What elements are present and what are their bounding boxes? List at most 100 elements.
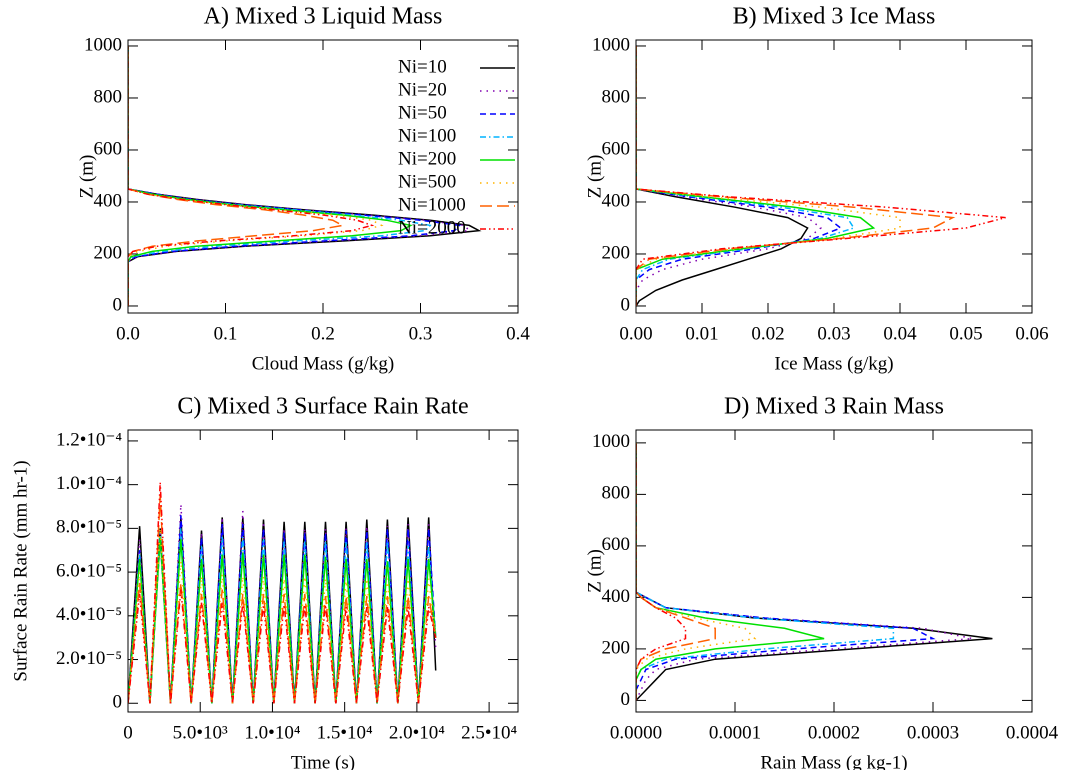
y-tick-label: 0 — [113, 692, 123, 713]
chart-title: D) Mixed 3 Rain Mass — [724, 394, 944, 420]
series-line — [128, 537, 437, 704]
legend-label: Ni=50 — [398, 102, 447, 123]
x-tick-label: 0 — [123, 722, 133, 743]
y-tick-label: 800 — [94, 86, 123, 107]
chart-title: B) Mixed 3 Ice Mass — [733, 4, 936, 30]
plot-frame — [127, 429, 519, 713]
series-line — [636, 442, 687, 701]
series-line — [636, 46, 843, 306]
series-line — [636, 442, 973, 701]
legend-label: Ni=10 — [398, 56, 447, 77]
y-tick-label: 1000 — [592, 34, 630, 55]
series-line — [636, 442, 825, 701]
series-line — [636, 46, 1006, 306]
y-tick-label: 1.2•10⁻⁴ — [56, 429, 122, 450]
x-tick-label: 0.0002 — [808, 722, 860, 743]
y-tick-label: 8.0•10⁻⁵ — [56, 517, 122, 538]
series-line — [128, 482, 437, 704]
series-line — [128, 528, 437, 704]
series-line — [636, 442, 936, 701]
y-axis-label: Z (m) — [584, 549, 605, 593]
y-axis-label: Surface Rain Rate (mm hr-1) — [10, 460, 31, 681]
series-line — [128, 46, 345, 306]
y-tick-label: 800 — [602, 483, 631, 504]
plot-frame — [127, 39, 519, 314]
chart-title: A) Mixed 3 Liquid Mass — [204, 4, 443, 30]
series-line — [636, 46, 855, 306]
y-tick-label: 600 — [602, 534, 631, 555]
x-tick-label: 0.02 — [751, 323, 784, 344]
y-tick-label: 800 — [602, 86, 631, 107]
y-tick-label: 600 — [602, 138, 631, 159]
y-tick-label: 400 — [94, 190, 123, 211]
series-line — [128, 46, 432, 306]
series-line — [128, 528, 437, 704]
y-tick-label: 1.0•10⁻⁴ — [56, 473, 122, 494]
x-tick-label: 0.0004 — [1006, 722, 1059, 743]
y-axis-label: Z (m) — [584, 155, 605, 199]
plot-frame — [635, 39, 1033, 314]
x-tick-label: 0.0 — [116, 323, 140, 344]
x-tick-label: 5.0•10³ — [173, 722, 228, 743]
y-tick-label: 6.0•10⁻⁵ — [56, 560, 122, 581]
x-tick-label: 0.06 — [1015, 323, 1048, 344]
y-tick-label: 400 — [602, 586, 631, 607]
y-tick-label: 1000 — [84, 34, 122, 55]
series-line — [128, 495, 437, 704]
y-tick-label: 200 — [602, 242, 631, 263]
y-tick-label: 400 — [602, 190, 631, 211]
y-tick-label: 1000 — [592, 431, 630, 452]
series-line — [636, 442, 716, 701]
y-axis-label: Z (m) — [76, 155, 97, 199]
series-line — [636, 46, 809, 307]
x-axis-label: Cloud Mass (g/kg) — [252, 353, 395, 374]
series-line — [636, 442, 993, 701]
series-line — [128, 46, 375, 306]
x-tick-label: 0.05 — [949, 323, 982, 344]
legend-label: Ni=2000 — [398, 217, 466, 238]
y-tick-label: 600 — [94, 138, 123, 159]
series-line — [636, 442, 757, 701]
x-tick-label: 0.0000 — [610, 722, 662, 743]
x-axis-label: Time (s) — [291, 752, 355, 770]
x-tick-label: 0.1 — [214, 323, 238, 344]
x-axis-label: Ice Mass (g/kg) — [774, 353, 893, 374]
x-tick-label: 0.2 — [311, 323, 335, 344]
x-tick-label: 2.0•10⁴ — [389, 722, 445, 743]
series-line — [636, 46, 901, 306]
x-tick-label: 0.04 — [883, 323, 917, 344]
y-tick-label: 4.0•10⁻⁵ — [56, 604, 122, 625]
series-line — [636, 46, 956, 306]
y-tick-label: 2.0•10⁻⁵ — [56, 648, 122, 669]
series-line — [636, 442, 895, 701]
chart-title: C) Mixed 3 Surface Rain Rate — [177, 394, 468, 420]
y-tick-label: 200 — [94, 242, 123, 263]
x-tick-label: 0.01 — [685, 323, 718, 344]
x-tick-label: 2.5•10⁴ — [461, 722, 517, 743]
legend-label: Ni=200 — [398, 148, 456, 169]
x-tick-label: 1.5•10⁴ — [317, 722, 373, 743]
x-tick-label: 0.4 — [506, 323, 530, 344]
y-tick-label: 200 — [602, 637, 631, 658]
legend-label: Ni=1000 — [398, 194, 466, 215]
y-tick-label: 0 — [621, 294, 631, 315]
series-line — [128, 46, 384, 306]
legend-label: Ni=20 — [398, 79, 447, 100]
series-line — [636, 46, 823, 306]
y-tick-label: 0 — [621, 689, 631, 710]
x-tick-label: 0.0001 — [709, 722, 761, 743]
series-line — [128, 46, 471, 306]
plot-frame — [635, 429, 1033, 713]
x-axis-label: Rain Mass (g kg-1) — [760, 752, 907, 770]
x-tick-label: 0.3 — [409, 323, 433, 344]
series-line — [128, 515, 437, 704]
legend-label: Ni=500 — [398, 171, 456, 192]
x-tick-label: 0.0003 — [907, 722, 959, 743]
series-line — [128, 46, 413, 306]
y-tick-label: 0 — [113, 294, 123, 315]
x-tick-label: 0.03 — [817, 323, 850, 344]
series-line — [128, 504, 437, 704]
x-tick-label: 1.0•10⁴ — [244, 722, 300, 743]
legend-label: Ni=100 — [398, 125, 456, 146]
